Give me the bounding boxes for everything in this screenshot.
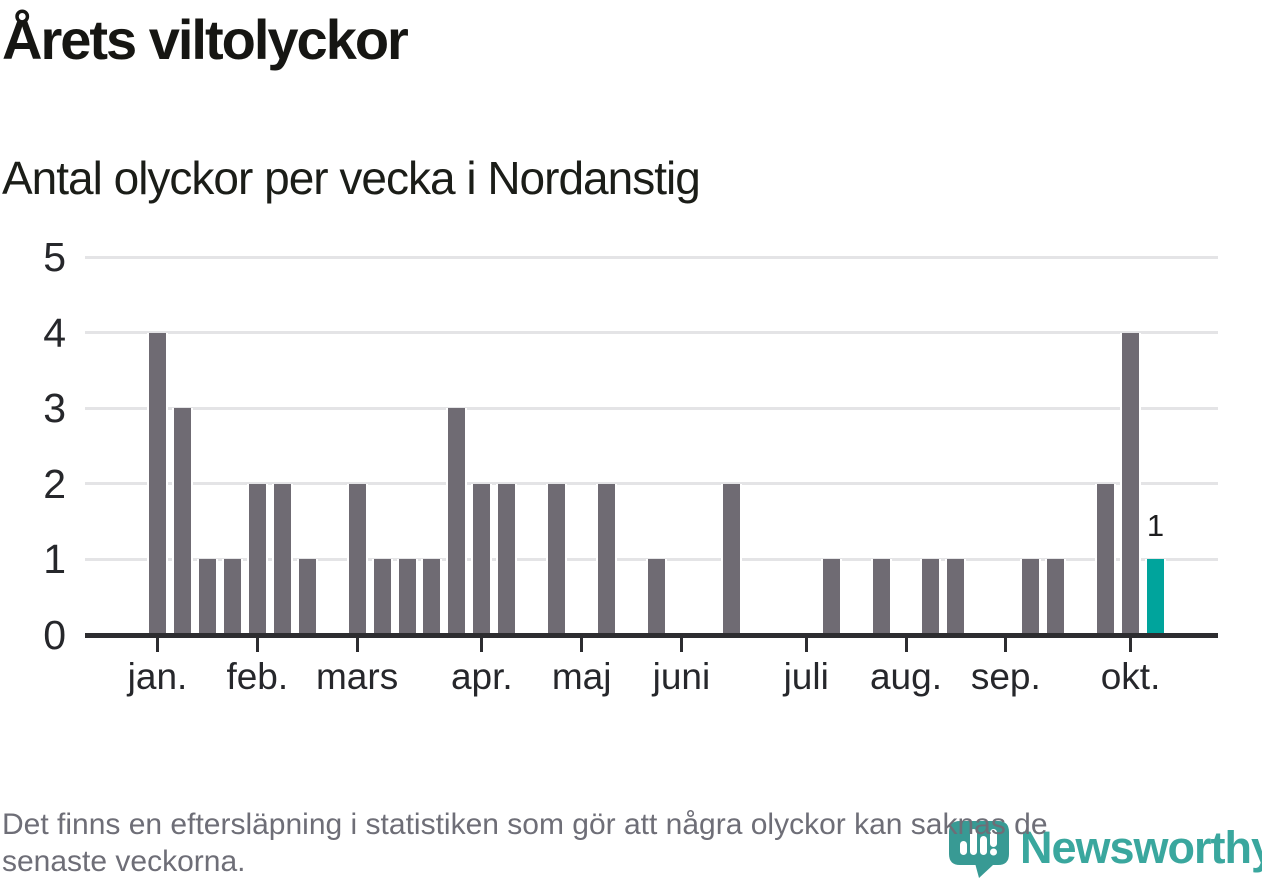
gridline-5: [85, 255, 1218, 259]
gridline-2: [85, 482, 1218, 486]
chart-subtitle: Antal olyckor per vecka i Nordanstig: [2, 152, 701, 204]
bar-week-14: [471, 483, 493, 636]
x-tick-jan: [156, 638, 159, 652]
bar-week-7: [296, 559, 318, 636]
x-tick-juli: [804, 638, 808, 652]
x-axis-label-mars: mars: [315, 656, 399, 697]
bar-week-33: [945, 559, 967, 636]
x-tick-juni: [679, 638, 683, 652]
bar-week-19: [596, 483, 618, 636]
x-tick-apr: [480, 638, 484, 652]
bar-week-1: [147, 332, 168, 636]
bar-week-9: [346, 483, 368, 636]
x-axis-label-feb: feb.: [226, 656, 289, 697]
x-tick-mars: [355, 638, 359, 652]
bar-week-32: [920, 559, 942, 636]
bar-week-39: [1095, 483, 1117, 636]
chart-title: Årets viltolyckor: [2, 8, 409, 71]
gridline-3: [85, 406, 1218, 410]
bar-week-12: [421, 559, 443, 636]
bar-week-36: [1020, 559, 1042, 636]
x-axis-label-apr: apr.: [450, 656, 513, 697]
y-axis-label-0: 0: [43, 612, 66, 658]
bar-week-24: [720, 483, 742, 636]
x-tick-okt: [1129, 638, 1133, 652]
bar-week-40: [1120, 332, 1142, 636]
x-axis-label-juni: juni: [652, 656, 711, 697]
y-axis-label-1: 1: [43, 536, 66, 583]
x-axis-line: [85, 633, 1218, 638]
bar-week-21: [646, 559, 667, 636]
newsworthy-wordmark: Newsworthy: [1020, 822, 1262, 873]
highlight-value-label: 1: [1146, 508, 1165, 543]
y-axis-label-5: 5: [43, 234, 66, 280]
y-axis-label-3: 3: [43, 385, 66, 432]
y-axis-label-4: 4: [43, 309, 66, 356]
footer-note-line2: senaste veckorna.: [2, 845, 246, 878]
x-tick-sep: [1004, 638, 1008, 652]
x-axis-label-maj: maj: [551, 656, 612, 697]
bar-week-37: [1045, 559, 1067, 636]
bar-week-5: [246, 483, 268, 636]
x-tick-maj: [580, 638, 584, 652]
bar-week-13: [446, 408, 468, 636]
bar-week-17: [546, 483, 568, 636]
bar-week-28: [820, 559, 842, 636]
bar-week-10: [371, 559, 393, 636]
bar-week-30: [870, 559, 892, 636]
footer-note-line1: Det finns en eftersläpning i statistiken…: [2, 808, 1048, 841]
newsworthy-speech-bubble-chart-icon: [949, 821, 1009, 878]
bar-week-15: [496, 483, 518, 636]
bar-week-3: [196, 559, 218, 636]
x-axis-label-sep: sep.: [970, 656, 1041, 697]
x-axis-label-jan: jan.: [127, 656, 188, 697]
x-axis-label-okt: okt.: [1100, 656, 1161, 697]
bar-week-6: [271, 483, 293, 636]
x-axis-label-juli: juli: [783, 656, 829, 697]
bar-week-11: [396, 559, 418, 636]
bar-week-4: [221, 559, 243, 636]
bar-week-2: [171, 408, 193, 636]
bar-week-41: [1145, 559, 1166, 636]
y-axis-label-2: 2: [43, 460, 66, 507]
newsworthy-logo: Newsworthy: [948, 810, 1262, 879]
x-tick-aug: [904, 638, 908, 652]
x-tick-feb: [255, 638, 259, 652]
x-axis-label-aug: aug.: [869, 656, 942, 697]
gridline-4: [85, 331, 1218, 335]
